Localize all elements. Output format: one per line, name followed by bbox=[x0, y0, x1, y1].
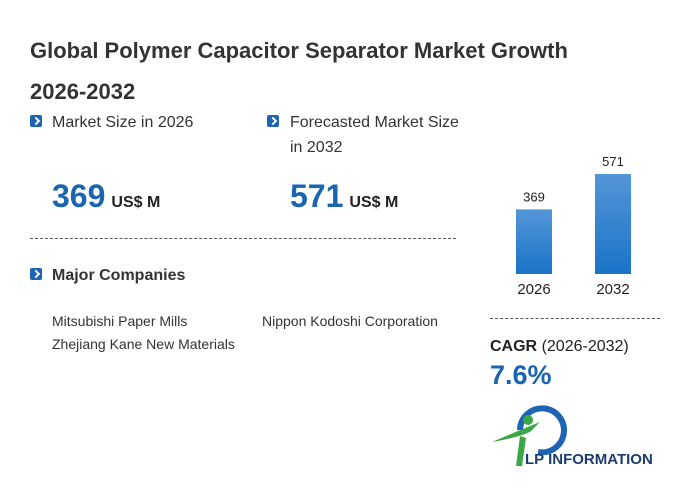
bar-chart: 369 2026 571 2032 bbox=[516, 154, 631, 298]
logo-text: LP INFORMATION bbox=[525, 451, 653, 468]
value-label: 369 bbox=[523, 189, 545, 204]
logo-swoosh bbox=[492, 422, 540, 442]
divider bbox=[30, 238, 456, 239]
x-tick-label: 2026 bbox=[517, 281, 550, 298]
cagr-row: CAGR (2026-2032) bbox=[490, 338, 629, 356]
stat-label: Market Size in 2026 bbox=[52, 114, 194, 131]
company: Mitsubishi Paper Mills bbox=[52, 313, 188, 329]
stat-value: 571 bbox=[290, 178, 344, 214]
bar bbox=[595, 174, 631, 274]
cagr-value: 7.6% bbox=[490, 360, 552, 390]
stat-value-row: 571 US$ M bbox=[290, 178, 398, 215]
logo: LP INFORMATION bbox=[492, 405, 653, 468]
stat-unit: US$ M bbox=[349, 194, 399, 211]
value-label: 571 bbox=[602, 154, 624, 169]
bar bbox=[516, 209, 552, 274]
stat-label: Forecasted Market Size in 2032 bbox=[290, 114, 459, 156]
bullet-icon bbox=[267, 115, 279, 127]
section-title: Major Companies bbox=[52, 267, 186, 284]
bullet-icon bbox=[30, 115, 42, 127]
logo-figure bbox=[516, 436, 526, 466]
stat-value: 369 bbox=[52, 178, 106, 214]
page-title: Global Polymer Capacitor Separator Marke… bbox=[30, 38, 568, 104]
company: Nippon Kodoshi Corporation bbox=[262, 313, 438, 329]
logo-dot bbox=[523, 415, 533, 425]
bullet-icon bbox=[30, 268, 42, 280]
stat-value-row: 369 US$ M bbox=[52, 178, 160, 215]
company: Zhejiang Kane New Materials bbox=[52, 336, 235, 352]
divider bbox=[490, 318, 660, 319]
cagr-label: CAGR bbox=[490, 338, 538, 355]
x-tick-label: 2032 bbox=[596, 281, 629, 298]
stat-unit: US$ M bbox=[111, 194, 161, 211]
cagr-period: (2026-2032) bbox=[541, 338, 629, 355]
